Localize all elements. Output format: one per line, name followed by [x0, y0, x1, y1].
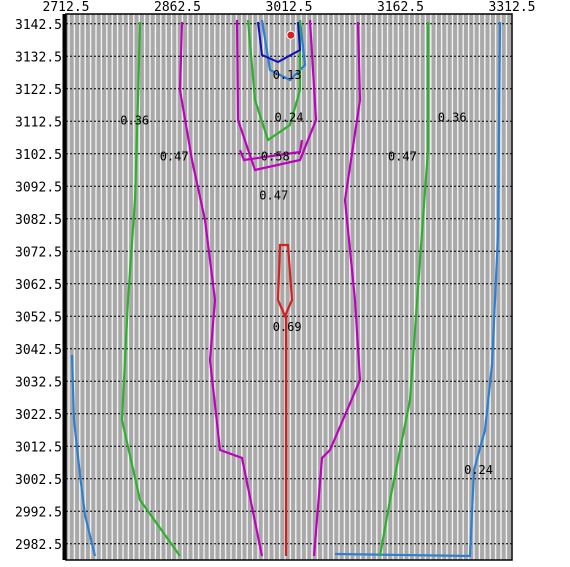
contour-label-0.36: 0.36	[438, 110, 467, 124]
y-tick-label: 3132.5	[15, 50, 62, 65]
contour-label-0.58: 0.58	[261, 149, 290, 163]
y-tick-label: 3012.5	[15, 440, 62, 455]
contour-line-0.36	[378, 22, 430, 557]
contour-label-0.13: 0.13	[273, 68, 302, 82]
x-tick-label: 3012.5	[266, 0, 313, 15]
axis-ticks: 2712.5 2862.5 3012.5 3162.5 3312.5 3142.5 3132…	[15, 0, 535, 553]
x-tick-label: 3312.5	[489, 0, 536, 15]
contour-line-0.24	[334, 21, 502, 558]
x-tick-label: 2862.5	[154, 0, 201, 15]
contour-line-0.58	[238, 139, 304, 162]
contour-line-0.47	[178, 21, 264, 557]
contour-label-0.47: 0.47	[259, 188, 288, 202]
contour-line-0.47	[312, 21, 362, 557]
contour-labels: 0.24 0.24 0.36 0.36 0.47 0.47 0.47 0.58 0.69 0.13	[120, 68, 493, 477]
x-tick-label: 2712.5	[43, 0, 90, 15]
contour-line-0.47	[235, 19, 318, 172]
y-tick-label: 3022.5	[15, 408, 62, 423]
y-tick-label: 3032.5	[15, 375, 62, 390]
y-tick-label: 3092.5	[15, 180, 62, 195]
contour-line-0.36	[120, 21, 181, 557]
contour-line-0.24	[70, 354, 97, 557]
contour-label-0.36: 0.36	[120, 114, 149, 128]
contour-line-0.24	[260, 19, 307, 82]
y-tick-label: 2992.5	[15, 505, 62, 520]
y-tick-label: 3142.5	[15, 18, 62, 33]
plot-background	[66, 14, 512, 560]
peak-marker	[286, 30, 296, 40]
contour-label-0.47: 0.47	[160, 149, 189, 163]
y-tick-label: 3052.5	[15, 310, 62, 325]
y-tick-label: 3112.5	[15, 115, 62, 130]
x-tick-label: 3162.5	[377, 0, 424, 15]
plot-frame	[65, 13, 513, 561]
y-tick-label: 2982.5	[15, 538, 62, 553]
y-tick-label: 3002.5	[15, 473, 62, 488]
y-tick-label: 3072.5	[15, 245, 62, 260]
y-tick-label: 3042.5	[15, 343, 62, 358]
y-tick-label: 3062.5	[15, 278, 62, 293]
contour-label-0.69: 0.69	[273, 320, 302, 334]
y-tick-label: 3122.5	[15, 83, 62, 98]
plot-area	[62, 13, 513, 561]
contour-label-0.24: 0.24	[275, 110, 304, 124]
y-tick-label: 3082.5	[15, 213, 62, 228]
contour-line-inner	[257, 21, 302, 64]
y-tick-label: 3102.5	[15, 148, 62, 163]
contour-label-0.24: 0.24	[464, 463, 493, 477]
contour-line-0.69	[276, 243, 294, 319]
contour-label-0.47: 0.47	[388, 149, 417, 163]
contour-line-0.36	[246, 19, 302, 142]
contour-lines	[70, 19, 502, 558]
